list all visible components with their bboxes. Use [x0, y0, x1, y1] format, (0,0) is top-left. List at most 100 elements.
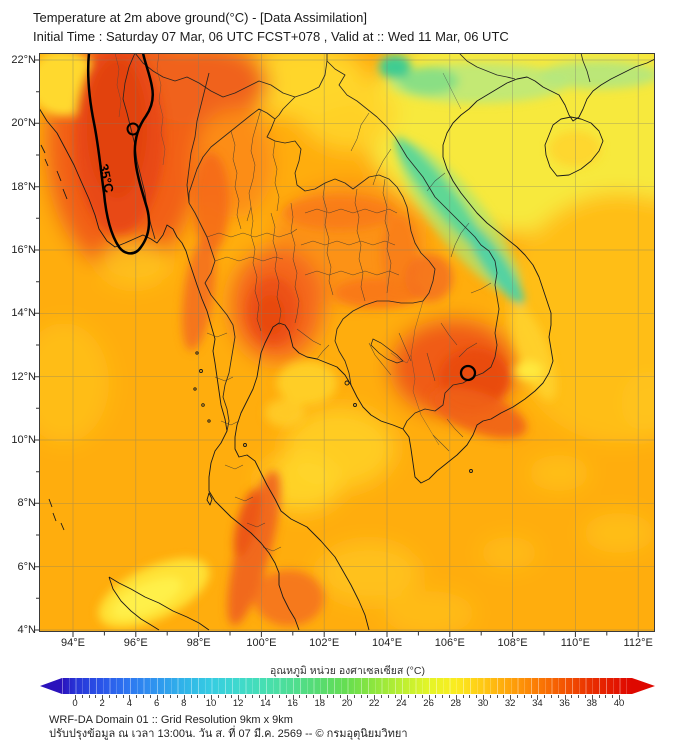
lat-label-14°N: 14°N: [11, 307, 36, 320]
colorbar-tick: [129, 695, 131, 700]
colorbar-tick: [81, 695, 83, 698]
footer-domain-info: WRF-DA Domain 01 :: Grid Resolution 9km …: [49, 714, 293, 726]
colorbar-left-arrow: [40, 678, 62, 694]
colorbar-tick-label: 30: [477, 698, 489, 709]
colorbar-tick-label: 20: [341, 698, 353, 709]
colorbar-tick-label: 26: [423, 698, 434, 709]
colorbar-tick: [551, 695, 552, 698]
colorbar-tick: [326, 695, 328, 698]
colorbar-tick-label: 8: [181, 698, 187, 709]
colorbar-tick: [245, 695, 246, 698]
colorbar-tick: [387, 695, 389, 698]
colorbar-tick: [143, 695, 144, 698]
map-border: [39, 53, 655, 632]
colorbar-tick: [224, 695, 226, 698]
lat-label-10°N: 10°N: [11, 433, 36, 446]
colorbar-tick: [421, 695, 423, 698]
colorbar-tick: [319, 695, 321, 700]
footer-update-info: ปรับปรุงข้อมูล ณ เวลา 13:00น. วัน ส. ที่…: [49, 728, 408, 740]
colorbar-tick: [88, 695, 90, 698]
lon-label-94°E: 94°E: [61, 637, 85, 649]
contour-35c: [86, 53, 477, 382]
colorbar-tick: [537, 695, 539, 700]
colorbar-tick: [340, 695, 342, 698]
colorbar-tick: [619, 695, 620, 700]
lat-label-8°N: 8°N: [17, 497, 36, 510]
colorbar-tick: [442, 695, 444, 698]
colorbar-gradient: [62, 678, 632, 694]
colorbar-tick-label: 6: [153, 698, 160, 709]
colorbar-tick-label: 2: [99, 698, 105, 709]
colorbar-tick-label: 16: [287, 698, 298, 709]
colorbar-tick: [272, 695, 274, 698]
lon-label-102°E: 102°E: [309, 637, 340, 649]
lat-label-12°N: 12°N: [11, 370, 36, 383]
temperature-field: 35°C: [39, 53, 655, 632]
colorbar-tick: [197, 695, 199, 698]
colorbar-tick: [394, 695, 396, 698]
colorbar-tick: [435, 695, 437, 698]
colorbar-tick: [251, 695, 253, 698]
lat-label-4°N: 4°N: [17, 623, 36, 636]
lat-label-22°N: 22°N: [11, 54, 36, 66]
colorbar-tick-label: 0: [72, 698, 78, 709]
colorbar-tick: [109, 695, 110, 698]
colorbar-tick: [163, 695, 165, 698]
colorbar-tick: [217, 695, 219, 698]
colorbar-tick: [408, 695, 410, 698]
colorbar-tick-label: 38: [586, 698, 598, 709]
colorbar-tick: [578, 695, 580, 698]
colorbar-tick: [476, 695, 478, 698]
footer-block: WRF-DA Domain 01 :: Grid Resolution 9km …: [49, 714, 408, 741]
lon-label-98°E: 98°E: [186, 637, 211, 649]
colorbar-tick: [605, 695, 607, 698]
colorbar-tick: [415, 695, 416, 698]
colorbar-tick: [333, 695, 335, 698]
colorbar-tick-label: 36: [559, 698, 570, 709]
colorbar-tick: [306, 695, 308, 698]
colorbar-tick: [591, 695, 593, 700]
colorbar-tick: [299, 695, 301, 698]
colorbar-tick-label: 34: [532, 698, 543, 709]
colorbar-tick: [353, 695, 355, 698]
colorbar-tick: [149, 695, 151, 698]
colorbar-tick: [136, 695, 138, 698]
colorbar-tick: [360, 695, 362, 698]
lat-label-18°N: 18°N: [11, 180, 36, 193]
colorbar-tick-label: 22: [368, 698, 380, 709]
lat-label-20°N: 20°N: [11, 117, 36, 130]
colorbar-tick: [190, 695, 192, 698]
colorbar-tick: [238, 695, 240, 700]
colorbar-tick: [102, 695, 104, 700]
colorbar-tick: [115, 695, 117, 698]
colorbar-tick: [489, 695, 491, 698]
colorbar-tick: [483, 695, 484, 700]
colorbar-tick: [374, 695, 376, 700]
colorbar-tick: [503, 695, 505, 698]
lon-label-106°E: 106°E: [434, 637, 465, 649]
lon-label-108°E: 108°E: [497, 637, 528, 649]
colorbar-tick: [544, 695, 546, 698]
province-borders: [206, 108, 492, 552]
colorbar-tick: [428, 695, 430, 700]
colorbar-tick: [401, 695, 403, 700]
colorbar-tick: [170, 695, 172, 698]
colorbar-tick: [517, 695, 518, 698]
colorbar-tick: [177, 695, 178, 698]
colorbar-tick-label: 28: [450, 698, 462, 709]
colorbar-tick: [285, 695, 287, 698]
colorbar-tick: [292, 695, 294, 700]
colorbar-tick-label: 24: [396, 698, 407, 709]
colorbar-tick: [557, 695, 559, 698]
colorbar-tick: [279, 695, 280, 698]
colorbar-tick-label: 12: [232, 698, 244, 709]
colorbar-tick: [462, 695, 464, 698]
colorbar-tick: [598, 695, 600, 698]
colorbar-tick: [75, 695, 76, 700]
colorbar-tick: [496, 695, 498, 698]
lon-label-96°E: 96°E: [123, 637, 148, 649]
colorbar-tick: [265, 695, 267, 700]
title-line-2: Initial Time : Saturday 07 Mar, 06 UTC F…: [33, 29, 509, 44]
grid-lines: [39, 53, 655, 632]
colorbar-tick: [231, 695, 233, 698]
